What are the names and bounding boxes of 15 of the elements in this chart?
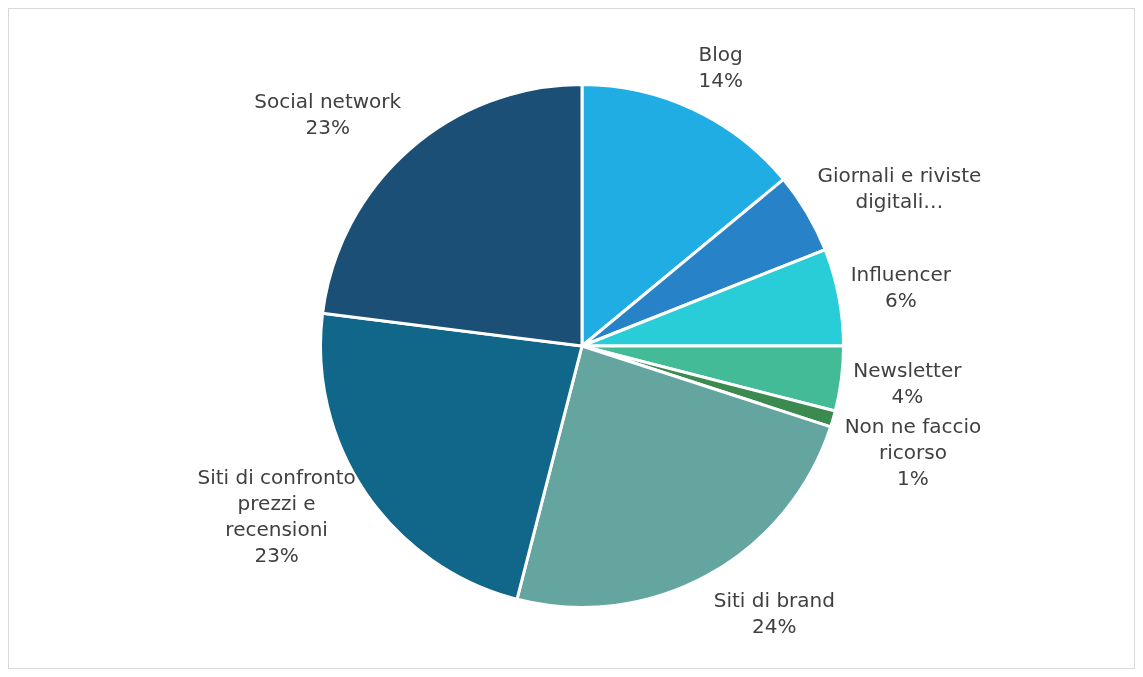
slice-label: Newsletter [853,357,963,382]
slice-label: Social network [254,89,402,114]
data-label: 4% [891,383,924,408]
slice-label: Blog [698,41,743,66]
slice-label: Influencer [850,261,952,286]
slice-label: Giornali e riviste digitali… [817,163,982,214]
data-label: 23% [254,543,299,568]
slice-label: Non ne faccio ricorso [844,413,982,464]
data-label: 24% [752,613,797,638]
data-label: 23% [305,115,350,140]
data-label: 6% [884,287,917,312]
slice-label: Siti di brand [713,587,835,612]
data-label: 14% [698,67,743,92]
data-label: 1% [897,465,929,490]
slice-label: Siti di confronto prezzi e recensioni [197,465,356,542]
